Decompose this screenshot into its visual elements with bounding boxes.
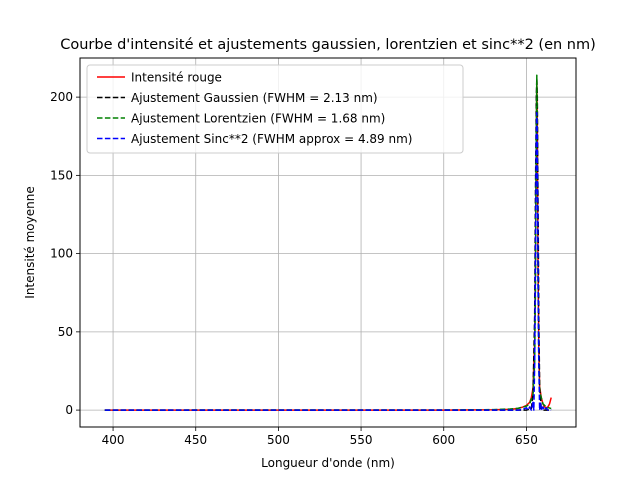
legend: Intensité rouge Ajustement Gaussien (FWHM… xyxy=(86,64,464,154)
legend-box xyxy=(86,64,464,154)
x-tick-label: 500 xyxy=(267,433,290,447)
y-tick-label: 0 xyxy=(65,403,73,417)
chart-title: Courbe d'intensité et ajustements gaussi… xyxy=(60,37,596,53)
y-tick-label: 100 xyxy=(50,247,73,261)
x-tick-label: 450 xyxy=(184,433,207,447)
series-line-4 xyxy=(104,112,552,411)
x-axis-label: Longueur d'onde (nm) xyxy=(261,456,395,470)
plot-frame xyxy=(79,57,577,428)
series-group xyxy=(104,74,552,411)
y-tick-label: 150 xyxy=(50,168,73,182)
y-axis-label: Intensité moyenne xyxy=(23,186,37,298)
legend-label: Ajustement Sinc**2 (FWHM approx = 4.89 n… xyxy=(131,132,412,146)
x-tick-label: 650 xyxy=(515,433,538,447)
legend-label: Ajustement Gaussien (FWHM = 2.13 nm) xyxy=(131,91,378,105)
legend-label: Intensité rouge xyxy=(131,71,222,85)
y-tick-label: 200 xyxy=(50,90,73,104)
ticks: 400 450 500 550 600 650 0 50 100 150 200 xyxy=(50,90,538,447)
x-tick-label: 550 xyxy=(350,433,373,447)
x-tick-label: 600 xyxy=(432,433,455,447)
y-tick-label: 50 xyxy=(58,325,73,339)
legend-label: Ajustement Lorentzien (FWHM = 1.68 nm) xyxy=(131,112,385,126)
series-line-2 xyxy=(104,77,552,411)
x-tick-label: 400 xyxy=(102,433,125,447)
